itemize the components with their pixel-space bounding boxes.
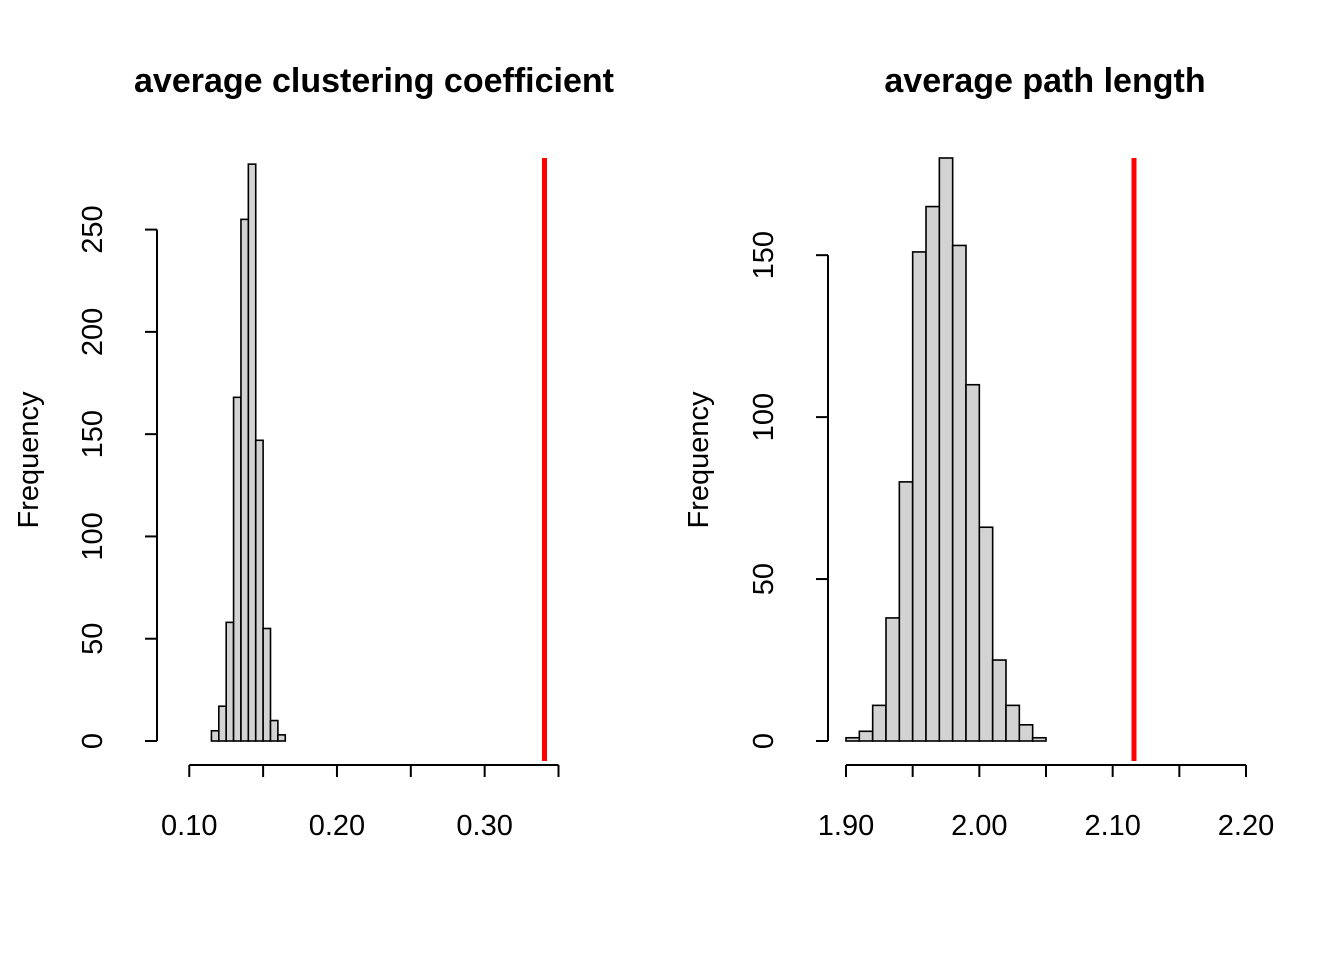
histogram-bar [225,621,235,742]
histogram-bar [254,439,264,742]
histogram-bar [898,481,914,742]
histogram-bar [269,719,279,742]
histogram-bar [218,705,227,742]
x-tick-label: 1.90 [818,810,874,842]
y-tick-label: 100 [77,512,109,560]
y-tick-label: 0 [748,733,780,749]
histogram-bar [885,617,901,742]
y-tick-label: 50 [748,563,780,595]
x-tick-label: 0.20 [309,810,365,842]
histogram-panel-2: average path length 1.90 2.00 2.10 2.20 0 50 10… [683,62,1274,842]
histogram-bar [978,526,994,742]
x-tick-label: 2.00 [951,810,1007,842]
histogram-bar [1005,704,1021,742]
histogram-bar [951,244,967,742]
histogram-bar [858,730,874,742]
histogram-bar [277,734,287,742]
chart-title: average path length [884,62,1205,100]
y-axis-title: Frequency [683,391,715,529]
histogram-bar [1018,724,1034,742]
histogram-bar [991,659,1007,742]
y-tick-label: 250 [77,205,109,253]
histogram-bar [925,205,941,742]
y-tick-label: 200 [77,308,109,356]
histogram-bar [232,396,242,742]
y-tick-label: 50 [77,623,109,655]
x-tick-label: 2.20 [1218,810,1274,842]
histogram-bar [210,729,220,742]
y-tick-label: 150 [748,231,780,279]
histogram-bar [871,704,887,742]
histogram-bar [262,627,272,742]
histogram-panel-1: average clustering coefficient 0.10 0.20 0.… [13,62,614,842]
x-tick-label: 0.30 [456,810,512,842]
histogram-bar [965,383,981,742]
histogram-bar [1031,736,1047,742]
y-tick-label: 100 [748,393,780,441]
histogram-bar [938,157,954,742]
x-tick-label: 2.10 [1084,810,1140,842]
y-axis-title: Frequency [13,391,45,529]
histogram-bar [845,736,861,742]
histogram-bar [911,251,927,742]
y-tick-label: 150 [77,410,109,458]
histogram-bar [247,163,257,742]
x-tick-label: 0.10 [161,810,217,842]
y-tick-label: 0 [77,733,109,749]
chart-title: average clustering coefficient [134,62,614,100]
histogram-bar [240,218,250,742]
